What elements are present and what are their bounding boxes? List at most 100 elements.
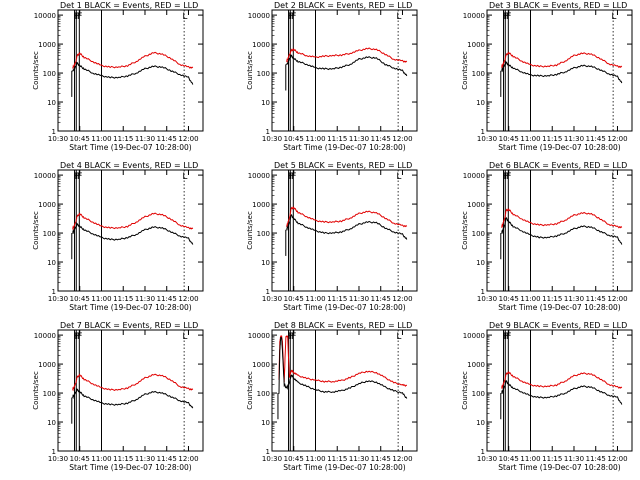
x-tick-label: 11:15 bbox=[113, 455, 133, 463]
detector-panel-8: Det 8 BLACK = Events, RED = LLD 1 10 100 100… bbox=[246, 321, 418, 472]
marker-label: F bbox=[77, 332, 82, 342]
y-tick-label: 10000 bbox=[248, 332, 270, 340]
y-tick-label: 10 bbox=[261, 99, 270, 107]
y-tick-label: 1 bbox=[52, 288, 56, 296]
events-series-line bbox=[286, 53, 408, 77]
marker-label: F bbox=[290, 12, 295, 22]
x-tick-label: 12:00 bbox=[178, 135, 198, 143]
x-axis-label: Start Time (19-Dec-07 10:28:00) bbox=[283, 143, 405, 152]
x-tick-label: 11:45 bbox=[157, 295, 177, 303]
y-tick-label: 100 bbox=[43, 390, 56, 398]
x-tick-label: 10:45 bbox=[284, 135, 304, 143]
events-series-line bbox=[501, 216, 623, 245]
marker-label: L bbox=[182, 12, 187, 22]
marker-label: L bbox=[396, 332, 401, 342]
y-tick-label: 1000 bbox=[38, 201, 56, 209]
detector-panel-9: Det 9 BLACK = Events, RED = LLD 1 10 100 100… bbox=[461, 321, 633, 472]
x-tick-label: 11:45 bbox=[586, 455, 606, 463]
y-tick-label: 10 bbox=[47, 419, 56, 427]
y-tick-label: 10 bbox=[476, 259, 485, 267]
x-tick-label: 11:15 bbox=[113, 135, 133, 143]
detector-panel-7: Det 7 BLACK = Events, RED = LLD 1 10 100 100… bbox=[32, 321, 204, 472]
plot-frame bbox=[57, 9, 204, 132]
marker-label: F bbox=[76, 172, 81, 182]
x-tick-label: 12:00 bbox=[392, 295, 412, 303]
detector-panel-5: Det 5 BLACK = Events, RED = LLD 1 10 100 100… bbox=[246, 161, 418, 312]
x-axis-label: Start Time (19-Dec-07 10:28:00) bbox=[283, 463, 405, 472]
plot-frame bbox=[486, 169, 633, 292]
detector-panel-3: Det 3 BLACK = Events, RED = LLD 1 10 100 100… bbox=[461, 1, 633, 152]
y-tick-label: 1000 bbox=[252, 41, 270, 49]
panel-title: Det 4 BLACK = Events, RED = LLD bbox=[60, 161, 198, 170]
x-tick-label: 10:45 bbox=[499, 135, 519, 143]
detector-panel-6: Det 6 BLACK = Events, RED = LLD 1 10 100 100… bbox=[461, 161, 633, 312]
marker-label: F bbox=[76, 12, 81, 22]
x-axis-label: Start Time (19-Dec-07 10:28:00) bbox=[69, 143, 191, 152]
marker-label: F bbox=[291, 172, 296, 182]
x-tick-label: 10:45 bbox=[499, 295, 519, 303]
x-tick-label: 11:30 bbox=[135, 135, 155, 143]
marker-label: F bbox=[505, 172, 510, 182]
marker-label: L bbox=[611, 332, 616, 342]
marker-label: L bbox=[182, 172, 187, 182]
x-tick-label: 11:30 bbox=[135, 455, 155, 463]
x-tick-label: 12:00 bbox=[178, 295, 198, 303]
y-tick-label: 100 bbox=[472, 230, 485, 238]
events-series-line bbox=[72, 388, 194, 409]
lld-series-line bbox=[72, 373, 194, 392]
panel-title: Det 9 BLACK = Events, RED = LLD bbox=[489, 321, 627, 330]
marker-label: F bbox=[77, 172, 82, 182]
events-series-line bbox=[72, 61, 194, 85]
x-tick-label: 12:00 bbox=[392, 135, 412, 143]
y-tick-label: 10000 bbox=[34, 12, 56, 20]
marker-label: F bbox=[288, 332, 293, 342]
marker-label: F bbox=[505, 332, 510, 342]
y-tick-label: 100 bbox=[257, 230, 270, 238]
marker-label: F bbox=[503, 12, 508, 22]
x-tick-label: 10:30 bbox=[48, 455, 68, 463]
x-tick-label: 11:15 bbox=[327, 295, 347, 303]
x-tick-label: 10:30 bbox=[48, 135, 68, 143]
y-tick-label: 10 bbox=[261, 259, 270, 267]
marker-label: L bbox=[396, 172, 401, 182]
x-tick-label: 11:15 bbox=[542, 455, 562, 463]
x-tick-label: 11:15 bbox=[327, 135, 347, 143]
lld-series-line bbox=[501, 207, 623, 229]
lld-series-line bbox=[72, 51, 194, 69]
x-tick-label: 10:30 bbox=[262, 295, 282, 303]
y-tick-label: 10000 bbox=[34, 332, 56, 340]
panel-title: Det 2 BLACK = Events, RED = LLD bbox=[274, 1, 412, 10]
y-tick-label: 100 bbox=[43, 230, 56, 238]
events-series-line bbox=[501, 60, 623, 84]
marker-label: F bbox=[74, 332, 79, 342]
plot-frame bbox=[486, 329, 633, 452]
panel-title: Det 8 BLACK = Events, RED = LLD bbox=[274, 321, 412, 330]
x-tick-label: 11:00 bbox=[305, 455, 325, 463]
panel-title: Det 6 BLACK = Events, RED = LLD bbox=[489, 161, 627, 170]
y-tick-label: 10000 bbox=[248, 172, 270, 180]
x-tick-label: 10:45 bbox=[70, 135, 90, 143]
marker-label: F bbox=[506, 332, 511, 342]
events-series-line bbox=[501, 379, 623, 405]
panel-title: Det 1 BLACK = Events, RED = LLD bbox=[60, 1, 198, 10]
x-tick-label: 11:30 bbox=[135, 295, 155, 303]
x-tick-label: 10:45 bbox=[499, 455, 519, 463]
y-tick-label: 1000 bbox=[467, 41, 485, 49]
y-tick-label: 10000 bbox=[34, 172, 56, 180]
x-tick-label: 12:00 bbox=[607, 455, 627, 463]
y-axis-label: Counts/sec bbox=[246, 211, 254, 250]
marker-label: F bbox=[74, 172, 79, 182]
y-axis-label: Counts/sec bbox=[246, 371, 254, 410]
x-tick-label: 10:30 bbox=[477, 295, 497, 303]
y-tick-label: 1 bbox=[481, 288, 485, 296]
y-tick-label: 100 bbox=[257, 390, 270, 398]
x-tick-label: 11:45 bbox=[586, 295, 606, 303]
y-axis-label: Counts/sec bbox=[461, 371, 469, 410]
plot-frame bbox=[57, 329, 204, 452]
y-tick-label: 1000 bbox=[467, 201, 485, 209]
y-tick-label: 10 bbox=[47, 99, 56, 107]
x-tick-label: 11:15 bbox=[542, 135, 562, 143]
x-tick-label: 11:45 bbox=[371, 295, 391, 303]
y-axis-label: Counts/sec bbox=[461, 211, 469, 250]
plot-frame bbox=[271, 9, 418, 132]
